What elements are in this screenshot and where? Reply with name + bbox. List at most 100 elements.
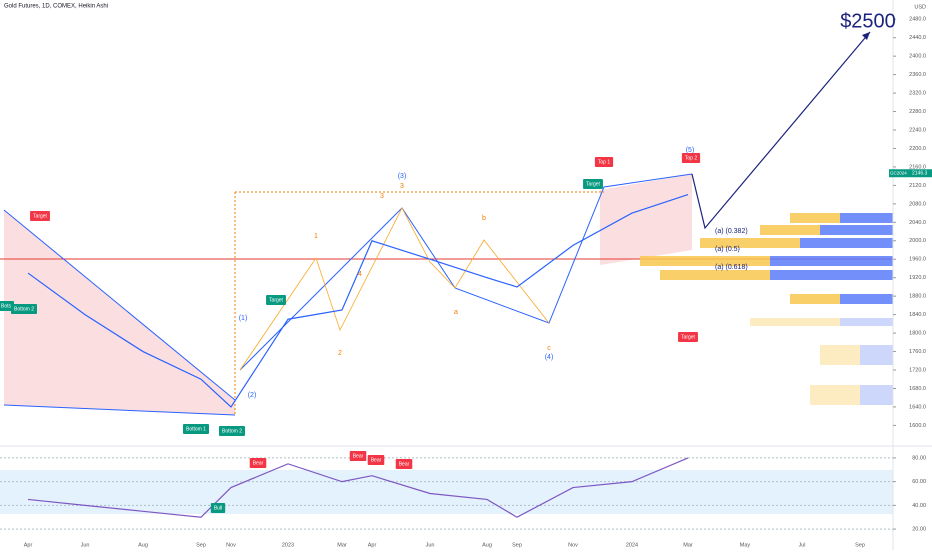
y-tick-label: 2320.0 bbox=[909, 91, 926, 97]
annotation-label: 3 bbox=[400, 183, 404, 190]
annotation-box bbox=[678, 332, 698, 342]
x-tick-label: May bbox=[740, 542, 751, 548]
annotation-box bbox=[30, 211, 50, 221]
annotation-label: (a) (0.618) bbox=[715, 264, 748, 271]
series-line bbox=[27, 194, 689, 408]
x-tick-label: Jun bbox=[81, 542, 90, 548]
y-tick-label: 1920.0 bbox=[909, 275, 926, 281]
annotation-label: 4 bbox=[358, 271, 362, 278]
annotation-label: Top 2 bbox=[685, 155, 697, 161]
wave-line bbox=[239, 207, 550, 371]
annotation-label: Bottom 2 bbox=[14, 306, 34, 312]
y-tick-label: 2440.0 bbox=[909, 35, 926, 41]
annotation-label: 2 bbox=[338, 350, 342, 357]
y-tick-label: 2120.0 bbox=[909, 183, 926, 189]
ticker-box bbox=[889, 169, 910, 178]
annotation-label: Target bbox=[33, 213, 48, 219]
triangle-zone bbox=[4, 210, 235, 415]
annotation-label: 1 bbox=[314, 233, 318, 240]
annotation-label: Bear bbox=[353, 453, 364, 459]
annotation-label: Target bbox=[681, 334, 696, 340]
annotation-box bbox=[266, 295, 286, 305]
annotation-label: 3 bbox=[380, 193, 384, 200]
y-tick-label: 1800.0 bbox=[909, 331, 926, 337]
y-tick-label: 2280.0 bbox=[909, 109, 926, 115]
y-tick-label: 2160.0 bbox=[909, 164, 926, 170]
annotation-label: Bear bbox=[253, 460, 264, 466]
y-tick-label: 2360.0 bbox=[909, 72, 926, 78]
x-tick-label: Jun bbox=[426, 542, 435, 548]
x-tick-label: Apr bbox=[24, 542, 33, 548]
y-tick-label: 80.00 bbox=[912, 455, 926, 461]
annotation-label: Top 1 bbox=[598, 159, 610, 165]
annotation-label: Bear bbox=[371, 457, 382, 463]
wave-line bbox=[239, 173, 693, 371]
y-tick-label: 2480.0 bbox=[909, 17, 926, 23]
rsi-band bbox=[0, 470, 893, 514]
series-line bbox=[27, 457, 689, 518]
annotation-label: $2500 bbox=[840, 10, 896, 32]
annotation-box bbox=[218, 426, 246, 436]
annotation-label: (3) bbox=[398, 173, 407, 180]
y-tick-label: 40.00 bbox=[912, 503, 926, 509]
annotation-box bbox=[10, 304, 38, 314]
annotation-label: (4) bbox=[545, 354, 554, 361]
y-tick-label: 1640.0 bbox=[909, 404, 926, 410]
annotation-label: a bbox=[454, 309, 458, 316]
x-tick-label: Mar bbox=[337, 542, 347, 548]
annotation-label: Target bbox=[586, 181, 601, 187]
y-tick-label: 2000.0 bbox=[909, 238, 926, 244]
y-tick-label: 2400.0 bbox=[909, 54, 926, 60]
arrow-head bbox=[862, 32, 870, 40]
annotation-box bbox=[367, 455, 385, 465]
y-tick-label: 1840.0 bbox=[909, 312, 926, 318]
annotation-label: (2) bbox=[248, 392, 257, 399]
annotation-box bbox=[395, 459, 413, 469]
annotation-label: Bear bbox=[399, 461, 410, 467]
annotation-box bbox=[182, 424, 210, 434]
ticker-label: GC2024 bbox=[890, 170, 907, 175]
y-tick-label: 1680.0 bbox=[909, 386, 926, 392]
annotation-label: Bots bbox=[1, 303, 12, 309]
annotation-label: (a) (0.382) bbox=[715, 228, 748, 235]
y-tick-label: 1720.0 bbox=[909, 367, 926, 373]
annotation-label: Target bbox=[269, 297, 284, 303]
annotation-box bbox=[0, 301, 15, 311]
annotation-box bbox=[249, 458, 267, 468]
x-tick-label: Jul bbox=[798, 542, 805, 548]
y-tick-label: 1760.0 bbox=[909, 349, 926, 355]
x-tick-label: Sep bbox=[196, 542, 206, 548]
x-tick-label: Apr bbox=[368, 542, 377, 548]
price-label: 2146.3 bbox=[912, 171, 928, 177]
annotation-label: Bottom 1 bbox=[186, 426, 206, 432]
y-tick-label: 2240.0 bbox=[909, 127, 926, 133]
x-tick-label: Nov bbox=[226, 542, 236, 548]
annotation-box bbox=[583, 179, 603, 189]
x-tick-label: 2024 bbox=[626, 542, 638, 548]
trend-line bbox=[3, 404, 236, 416]
annotation-box bbox=[594, 157, 614, 167]
x-tick-label: Aug bbox=[138, 542, 148, 548]
trend-line bbox=[3, 209, 236, 401]
annotation-label: Bottom 2 bbox=[222, 428, 242, 434]
triangle-zone bbox=[600, 174, 692, 265]
x-tick-label: Nov bbox=[568, 542, 578, 548]
y-tick-label: 1600.0 bbox=[909, 423, 926, 429]
x-tick-label: Aug bbox=[482, 542, 492, 548]
unit-label: USD bbox=[914, 4, 926, 10]
annotation-label: b bbox=[482, 215, 486, 222]
y-tick-label: 2080.0 bbox=[909, 201, 926, 207]
annotation-box bbox=[210, 503, 226, 513]
y-tick-label: 2200.0 bbox=[909, 146, 926, 152]
y-tick-label: 60.00 bbox=[912, 479, 926, 485]
price-box bbox=[910, 169, 932, 178]
x-tick-label: Sep bbox=[855, 542, 865, 548]
volume-profile bbox=[640, 213, 893, 405]
annotation-label: (5) bbox=[686, 147, 695, 154]
annotation-box bbox=[349, 451, 367, 461]
y-tick-label: 1880.0 bbox=[909, 294, 926, 300]
projection-arrow bbox=[691, 31, 871, 230]
y-tick-label: 2040.0 bbox=[909, 220, 926, 226]
annotation-label: c bbox=[547, 345, 551, 352]
